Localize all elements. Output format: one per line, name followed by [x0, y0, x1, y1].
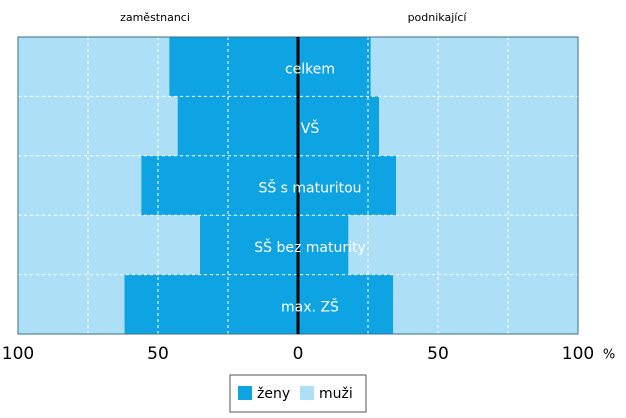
- bar: [18, 215, 200, 275]
- legend-label: ženy: [257, 386, 290, 402]
- bar: [298, 37, 371, 97]
- bar: [141, 155, 298, 216]
- bar: [298, 155, 396, 216]
- bar: [18, 155, 142, 216]
- category-label: celkem: [285, 62, 335, 78]
- category-label: VŠ: [301, 119, 320, 137]
- x-tick-label: 100: [562, 344, 594, 364]
- legend-swatch: [300, 386, 314, 400]
- bar: [370, 37, 578, 97]
- category-label: SŠ s maturitou: [258, 178, 361, 196]
- bar: [348, 215, 578, 275]
- bar: [396, 155, 578, 216]
- category-label: max. ZŠ: [281, 297, 339, 315]
- left-title: zaměstnanci: [120, 11, 190, 24]
- legend-label: muži: [319, 386, 353, 402]
- bar: [124, 274, 299, 334]
- legend-swatch: [238, 386, 252, 400]
- right-title: podnikající: [408, 11, 468, 24]
- category-label: SŠ bez maturity: [254, 238, 366, 256]
- legend-box: [229, 374, 367, 413]
- bar: [177, 96, 298, 156]
- x-tick-label: 0: [293, 344, 304, 364]
- bar: [169, 37, 298, 97]
- unit-label: %: [603, 348, 615, 363]
- bar: [298, 215, 349, 275]
- bar: [18, 274, 125, 334]
- bar: [379, 96, 578, 156]
- bar: [18, 96, 178, 156]
- x-tick-label: 50: [147, 344, 169, 364]
- bar: [298, 96, 380, 156]
- bar: [200, 215, 298, 275]
- bar: [298, 274, 394, 334]
- x-tick-label: 50: [427, 344, 449, 364]
- x-tick-label: 100: [2, 344, 34, 364]
- bar: [18, 37, 170, 97]
- bar: [393, 274, 578, 334]
